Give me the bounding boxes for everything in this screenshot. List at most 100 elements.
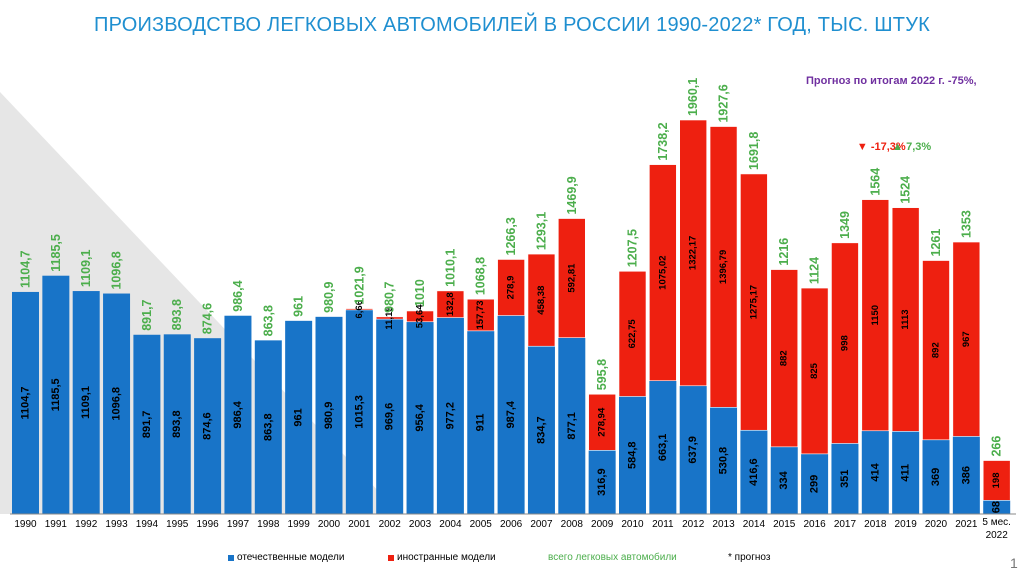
tick-label-2017: 2017 — [834, 519, 857, 530]
label-foreign-2010: 622,75 — [627, 319, 638, 349]
bar-foreign-2012 — [679, 119, 708, 387]
bar-domestic-2004 — [436, 317, 464, 514]
bar-domestic-1991 — [42, 275, 70, 514]
tick-label-2018: 2018 — [864, 519, 887, 530]
bar-domestic-5 мес. 2022 — [983, 500, 1011, 514]
tick-label-1993: 1993 — [105, 519, 128, 530]
bar-domestic-2002 — [376, 319, 404, 514]
bar-domestic-1994 — [133, 334, 161, 514]
tick-label-2001: 2001 — [348, 519, 371, 530]
label-total-1995: 893,8 — [170, 299, 184, 330]
bar-domestic-2012 — [679, 385, 707, 514]
label-foreign-2011: 1075,02 — [657, 255, 668, 289]
label-total-2015: 1216 — [777, 238, 791, 266]
label-foreign-2004: 132,8 — [445, 292, 456, 316]
tick-label-2009: 2009 — [591, 519, 614, 530]
label-total-2006: 1266,3 — [504, 217, 518, 255]
label-domestic-1996: 874,6 — [202, 412, 214, 440]
label-domestic-2012: 637,9 — [687, 436, 699, 464]
label-domestic-2008: 877,1 — [566, 412, 578, 440]
tick-label-1990: 1990 — [14, 519, 37, 530]
bar-foreign-2007 — [527, 253, 556, 347]
bar-foreign-5 мес. 2022 — [982, 460, 1011, 501]
label-foreign-2017: 998 — [839, 335, 850, 351]
tick-label-2006: 2006 — [500, 519, 523, 530]
tick-label-2021: 2021 — [955, 519, 978, 530]
bar-domestic-1992 — [72, 291, 100, 514]
bar-domestic-2017 — [831, 443, 859, 514]
bar-foreign-2017 — [831, 242, 859, 444]
page-number: 1 — [1010, 555, 1018, 571]
bar-domestic-2013 — [710, 407, 738, 514]
label-domestic-1995: 893,8 — [171, 410, 183, 438]
bar-foreign-2010 — [618, 270, 647, 397]
tick-label-2008: 2008 — [561, 519, 584, 530]
label-foreign-2019: 1113 — [900, 309, 911, 329]
tick-label-1999: 1999 — [288, 519, 311, 530]
label-total-1996: 874,6 — [201, 303, 215, 334]
label-total-1992: 1109,1 — [79, 249, 93, 287]
label-total-2000: 980,9 — [322, 282, 336, 313]
label-total-2013: 1927,6 — [717, 84, 731, 122]
label-foreign-2007: 458,38 — [536, 286, 547, 315]
label-total-2012: 1960,1 — [686, 78, 700, 116]
bar-domestic-2009 — [588, 450, 616, 514]
bar-foreign-2011 — [649, 164, 677, 382]
label-domestic-2020: 369 — [930, 468, 942, 486]
bar-foreign-2008 — [557, 218, 586, 338]
bar-foreign-2013 — [709, 126, 738, 408]
label-total-2016: 1124 — [808, 257, 822, 284]
tick-label-32: 5 мес. — [982, 517, 1011, 528]
tick-label-2011: 2011 — [652, 519, 674, 530]
bar-foreign-2021 — [952, 241, 981, 437]
tick-label-1997: 1997 — [227, 519, 250, 530]
label-total-2019: 1524 — [899, 176, 913, 204]
bar-domestic-2019 — [892, 431, 920, 514]
tick-label-1998: 1998 — [257, 519, 280, 530]
label-total-2004: 1010,1 — [443, 249, 457, 287]
label-domestic-2013: 530,8 — [718, 447, 730, 475]
bar-foreign-2015 — [770, 269, 799, 448]
bar-domestic-2005 — [467, 330, 495, 514]
tick-label-2014: 2014 — [743, 519, 766, 530]
label-total-1991: 1185,5 — [49, 234, 63, 272]
label-domestic-2005: 911 — [475, 414, 487, 432]
label-domestic-2015: 334 — [778, 470, 790, 489]
tick-label-1995: 1995 — [166, 519, 189, 530]
legend-domestic: отечественные модели — [228, 552, 344, 563]
label-domestic-2018: 414 — [869, 462, 881, 481]
tick-label-2003: 2003 — [409, 519, 432, 530]
tick-label-2007: 2007 — [530, 519, 553, 530]
bar-foreign-2002 — [375, 316, 404, 320]
bar-domestic-1998 — [254, 340, 282, 514]
legend-total: всего легковых автомобили — [548, 552, 677, 563]
label-domestic-1994: 891,7 — [141, 411, 153, 439]
label-domestic-1998: 863,8 — [262, 413, 274, 441]
label-foreign-2008: 592,81 — [566, 263, 577, 293]
legend-foreign: иностранные модели — [388, 552, 496, 563]
label-total-2010: 1207,5 — [626, 229, 640, 267]
tick-label-1991: 1991 — [45, 519, 68, 530]
label-total-2011: 1738,2 — [656, 122, 670, 160]
label-domestic-2016: 299 — [809, 475, 821, 493]
label-total-2018: 1564 — [868, 168, 882, 196]
tick-label-2015: 2015 — [773, 519, 796, 530]
bar-foreign-2016 — [800, 287, 829, 455]
label-domestic-1997: 986,4 — [232, 400, 244, 428]
bar-domestic-2001 — [345, 309, 373, 514]
label-domestic-1990: 1104,7 — [20, 386, 32, 419]
bar-foreign-2018 — [861, 199, 890, 432]
legend-label-forecast: * прогноз — [728, 552, 771, 563]
bar-foreign-2014 — [740, 173, 768, 431]
label-total-2014: 1691,8 — [747, 132, 761, 170]
label-total-2008: 1469,9 — [565, 176, 579, 214]
label-total-1993: 1096,8 — [110, 251, 124, 289]
tick-label-1994: 1994 — [136, 519, 159, 530]
label-foreign-5 мес. 2022: 198 — [991, 473, 1002, 489]
label-foreign-2016: 825 — [809, 362, 820, 379]
label-total-1990: 1104,7 — [19, 250, 33, 288]
bar-foreign-2001 — [345, 308, 374, 311]
label-total-2005: 1068,8 — [474, 257, 488, 295]
tick-label-2019: 2019 — [895, 519, 918, 530]
